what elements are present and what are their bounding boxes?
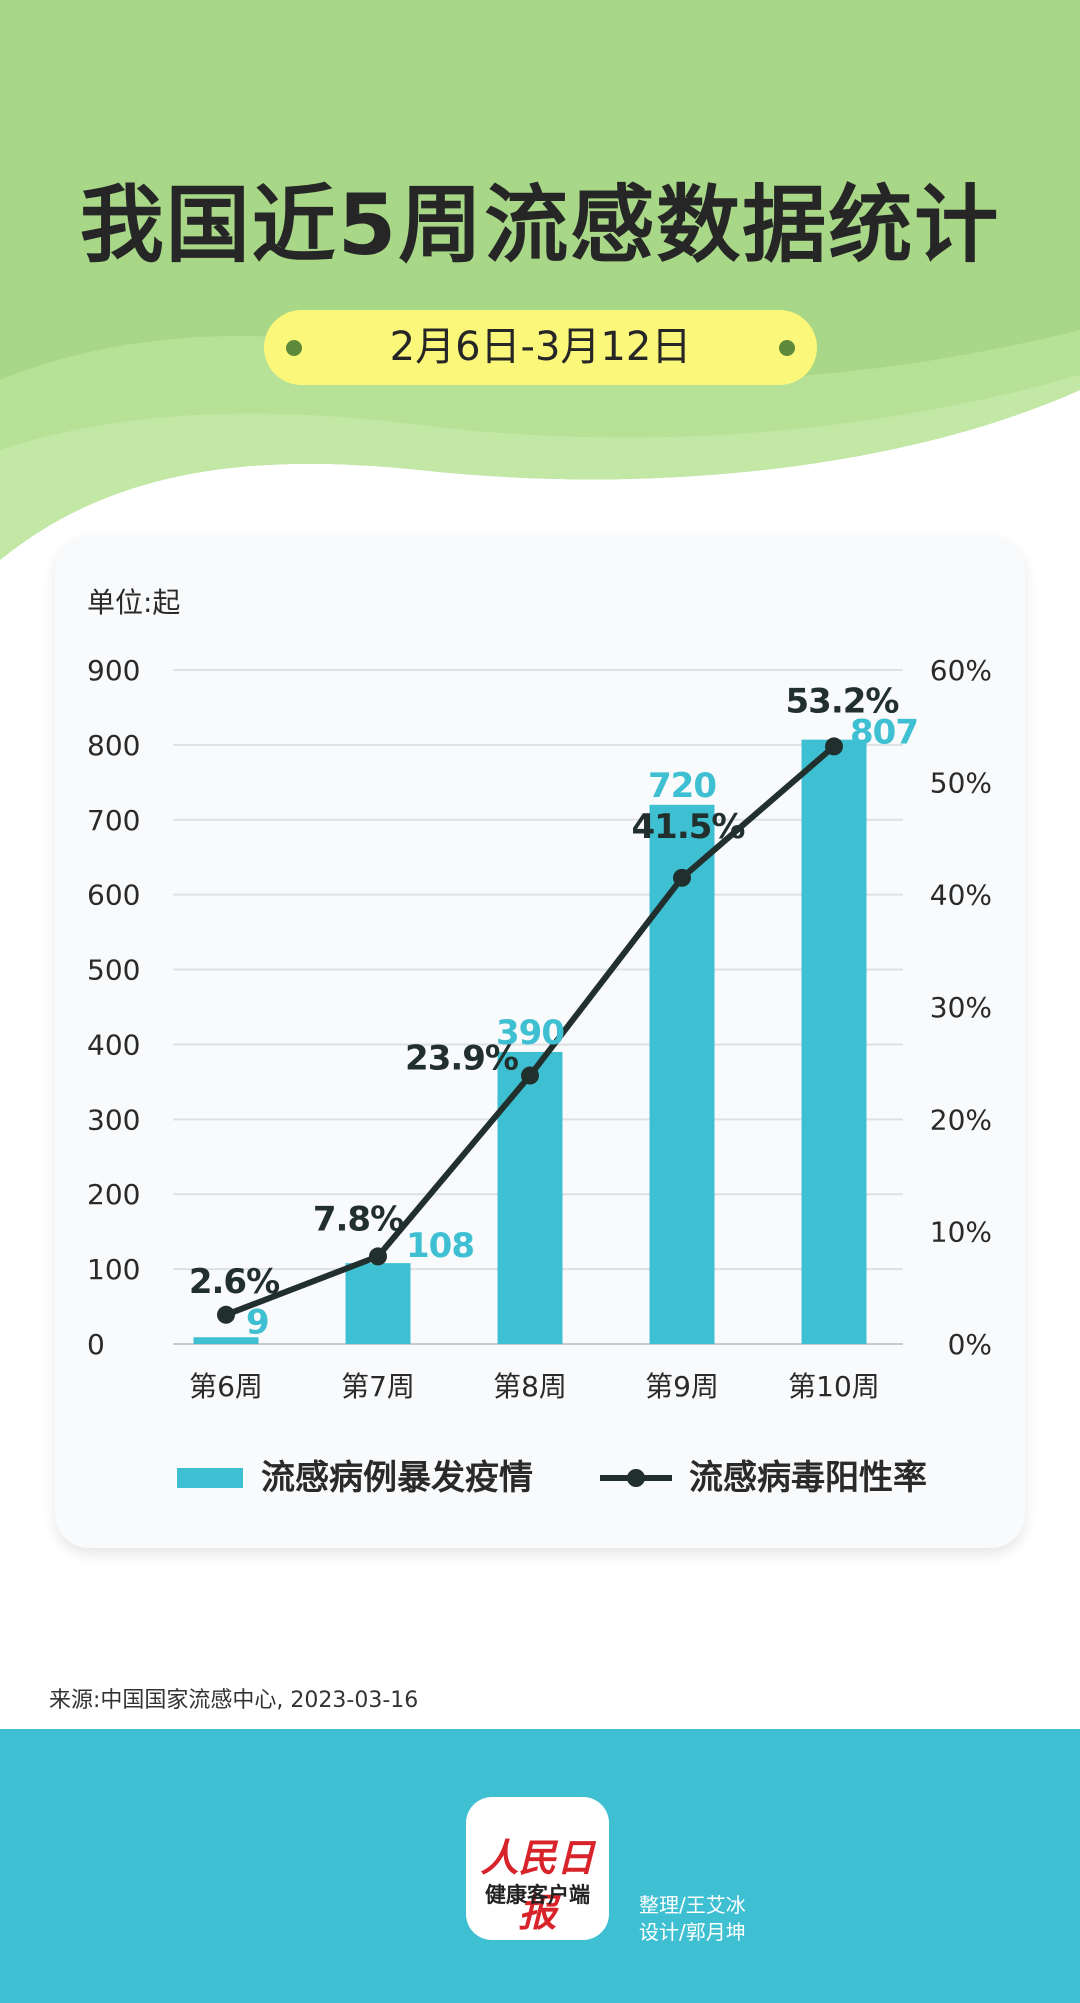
logo-brand: 人民日报 [480,1835,595,1935]
right-axis-tick: 20% [930,1103,992,1136]
bar [649,804,715,1344]
bar-value-label: 720 [648,766,716,806]
legend-swatch-bar [177,1468,243,1488]
right-axis-tick: 0% [948,1328,992,1361]
line-value-label: 41.5% [632,807,745,847]
right-axis-tick: 10% [930,1216,992,1249]
line-point [825,737,843,756]
right-axis-tick: 50% [930,766,992,799]
credit-editor: 整理/王艾冰 [639,1893,746,1917]
x-axis-tick: 第10周 [788,1370,880,1403]
legend-swatch-point [627,1469,645,1487]
left-axis-tick: 200 [87,1178,140,1211]
legend-label-line: 流感病毒阳性率 [689,1458,927,1498]
page-title: 我国近5周流感数据统计 [79,176,1001,274]
bar [345,1263,411,1344]
bar-value-label: 108 [406,1226,474,1266]
left-axis-tick: 0 [87,1328,105,1361]
line-value-label: 2.6% [189,1262,279,1302]
left-axis-tick: 500 [87,954,140,987]
unit-label: 单位:起 [87,586,180,619]
left-axis-tick: 100 [87,1253,140,1286]
header-background [0,0,1080,560]
bar-value-label: 9 [246,1302,269,1342]
line-point [217,1305,235,1324]
left-axis-tick: 300 [87,1103,140,1136]
legend-label-bar: 流感病例暴发疫情 [261,1458,533,1498]
line-value-label: 7.8% [313,1199,403,1239]
bar-value-label: 390 [496,1013,564,1053]
combo-chart: 单位:起 0 100 200 300 400 500 600 700 800 900 0% 10% 20%… [87,586,992,1498]
app-logo: 人民日报 健康客户端 [466,1797,609,1940]
right-axis-tick: 30% [930,991,992,1024]
date-range-text: 2月6日-3月12日 [389,324,692,370]
pill-right-dot [779,340,795,356]
line-point [673,868,691,887]
bar [193,1337,259,1344]
left-axis-tick: 400 [87,1028,140,1061]
logo-subtitle: 健康客户端 [485,1882,590,1907]
credit-designer: 设计/郭月坤 [639,1920,746,1944]
date-range-badge: 2月6日-3月12日 [264,310,817,385]
bar [801,739,867,1344]
left-axis-tick: 900 [87,654,140,687]
x-axis-tick: 第8周 [493,1370,567,1403]
line-point [521,1066,539,1085]
credits: 整理/王艾冰 设计/郭月坤 [639,1892,746,1946]
left-axis-tick: 800 [87,729,140,762]
x-axis-tick: 第7周 [341,1370,415,1403]
line-value-label: 23.9% [405,1039,518,1079]
left-axis-tick: 700 [87,804,140,837]
bar-value-label: 807 [850,713,918,753]
line-point [369,1247,387,1266]
pill-left-dot [286,340,302,356]
left-axis-tick: 600 [87,879,140,912]
right-axis-tick: 60% [930,654,992,687]
right-axis-tick: 40% [930,879,992,912]
x-axis-tick: 第6周 [189,1370,263,1403]
x-axis-tick: 第9周 [645,1370,719,1403]
line-value-label: 53.2% [786,681,899,721]
bar [497,1051,563,1344]
source-note: 来源:中国国家流感中心, 2023-03-16 [49,1688,419,1713]
